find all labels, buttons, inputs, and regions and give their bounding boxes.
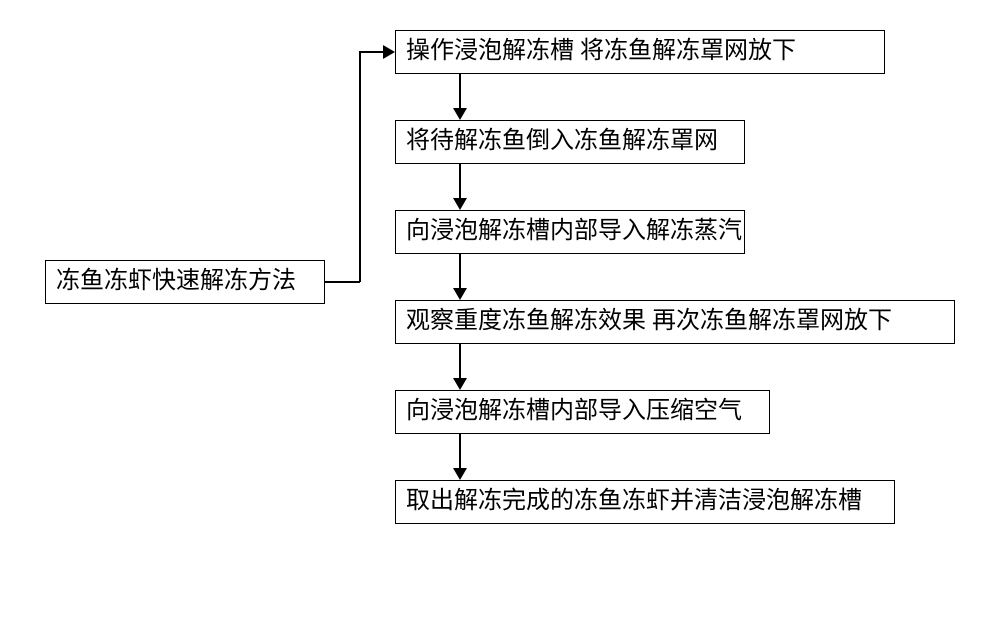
arrow-2-3-line: [459, 164, 461, 200]
arrow-2-3-head: [453, 198, 467, 210]
step-2-label: 将待解冻鱼倒入冻鱼解冻罩网: [406, 126, 718, 157]
step-6-label: 取出解冻完成的冻鱼冻虾并清洁浸泡解冻槽: [406, 486, 862, 517]
arrow-1-2-line: [459, 74, 461, 110]
connector-root-v: [359, 51, 361, 282]
arrow-4-5-head: [453, 378, 467, 390]
arrow-4-5-line: [459, 344, 461, 380]
step-3-node: 向浸泡解冻槽内部导入解冻蒸汽: [395, 210, 745, 254]
arrow-1-2-head: [453, 108, 467, 120]
step-4-node: 观察重度冻鱼解冻效果 再次冻鱼解冻罩网放下: [395, 300, 955, 344]
step-3-label: 向浸泡解冻槽内部导入解冻蒸汽: [406, 216, 742, 247]
arrow-5-6-head: [453, 468, 467, 480]
arrow-5-6-line: [459, 434, 461, 470]
connector-root-to-step1: [359, 51, 384, 53]
step-5-node: 向浸泡解冻槽内部导入压缩空气: [395, 390, 770, 434]
step-5-label: 向浸泡解冻槽内部导入压缩空气: [406, 396, 742, 427]
arrow-into-step1: [383, 45, 395, 59]
root-label: 冻鱼冻虾快速解冻方法: [56, 266, 296, 297]
step-6-node: 取出解冻完成的冻鱼冻虾并清洁浸泡解冻槽: [395, 480, 895, 524]
step-1-node: 操作浸泡解冻槽 将冻鱼解冻罩网放下: [395, 30, 885, 74]
flowchart-container: 冻鱼冻虾快速解冻方法 操作浸泡解冻槽 将冻鱼解冻罩网放下 将待解冻鱼倒入冻鱼解冻…: [0, 0, 1000, 633]
step-4-label: 观察重度冻鱼解冻效果 再次冻鱼解冻罩网放下: [406, 306, 892, 337]
arrow-3-4-line: [459, 254, 461, 290]
root-node: 冻鱼冻虾快速解冻方法: [45, 260, 325, 304]
arrow-3-4-head: [453, 288, 467, 300]
step-2-node: 将待解冻鱼倒入冻鱼解冻罩网: [395, 120, 745, 164]
connector-root-h: [325, 281, 360, 283]
step-1-label: 操作浸泡解冻槽 将冻鱼解冻罩网放下: [406, 36, 796, 67]
